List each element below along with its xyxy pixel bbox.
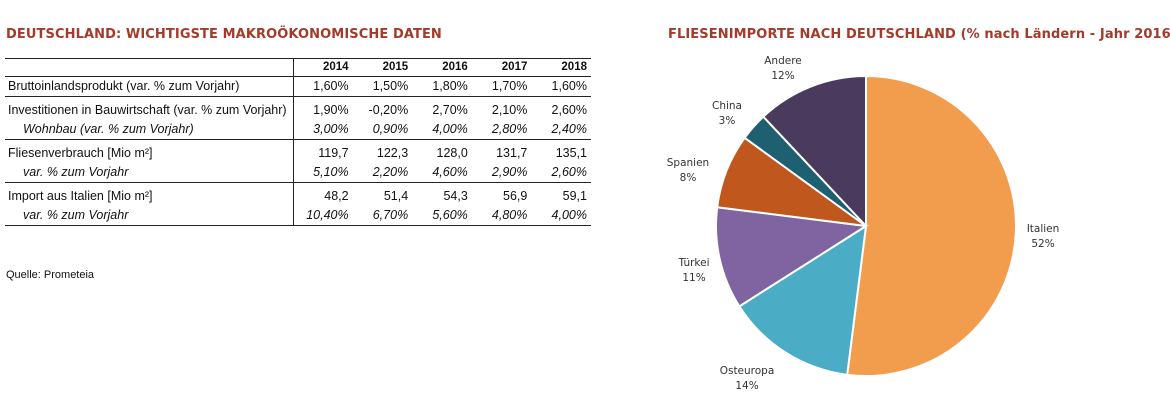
row-label: var. % zum Vorjahr — [5, 206, 294, 226]
year-header: 2015 — [352, 58, 413, 77]
row-label: Import aus Italien [Mio m²] — [5, 182, 294, 206]
row-value: 54,3 — [443, 189, 468, 203]
slice-name-label: Türkei — [677, 257, 709, 269]
row-value: 1,60% — [531, 76, 591, 97]
slice-value-label: 14% — [735, 380, 758, 392]
slice-value-label: 8% — [680, 172, 697, 184]
table-row: Investitionen in Bauwirtschaft (var. % z… — [5, 96, 591, 120]
row-value: 51,4 — [383, 189, 409, 203]
row-value: 2,40% — [531, 120, 591, 140]
year-header: 2016 — [412, 58, 472, 77]
row-value: 4,00% — [531, 206, 591, 226]
row-value: 2,70% — [432, 103, 468, 117]
row-value: 135,1 — [555, 146, 587, 160]
slice-name-label: Osteuropa — [720, 365, 775, 377]
table-header-row: 2014 2015 2016 2017 2018 — [5, 58, 591, 77]
pie-slice-türkei — [714, 206, 869, 308]
table-row: var. % zum Vorjahr 5,10% 2,20% 4,60% 2,90% 2,… — [5, 163, 591, 183]
row-label: Bruttoinlandsprodukt (var. % zum Vorjahr… — [5, 76, 294, 97]
row-value: 122,3 — [376, 146, 409, 160]
row-value: 48,2 — [324, 189, 349, 203]
pie-slice-osteuropa — [737, 224, 868, 376]
row-value: 1,80% — [412, 76, 472, 97]
row-value: 59,1 — [562, 189, 587, 203]
row-value: 131,7 — [496, 146, 528, 160]
pie-slice-andere — [761, 74, 867, 229]
row-value: 6,70% — [352, 206, 413, 226]
row-value: 56,9 — [503, 189, 528, 203]
table-row: var. % zum Vorjahr 10,40% 6,70% 5,60% 4,80% 4… — [5, 206, 591, 226]
source-note: Quelle: Prometeia — [6, 269, 95, 281]
slice-value-label: 52% — [1031, 238, 1054, 250]
slice-name-label: Italien — [1027, 223, 1060, 235]
row-value: 2,90% — [471, 163, 532, 183]
row-value: 2,60% — [551, 103, 587, 117]
slice-value-label: 11% — [682, 272, 705, 284]
table-row: Wohnbau (var. % zum Vorjahr) 3,00% 0,90% 4,… — [5, 120, 591, 140]
row-value: 0,90% — [352, 120, 413, 140]
row-label: Fliesenverbrauch [Mio m²] — [5, 139, 294, 163]
row-value: 5,60% — [412, 206, 472, 226]
row-label: Investitionen in Bauwirtschaft (var. % z… — [5, 96, 294, 120]
year-header: 2018 — [531, 58, 591, 77]
slice-name-label: China — [712, 100, 742, 112]
row-value: 4,60% — [412, 163, 472, 183]
chart-title: FLIESENIMPORTE NACH DEUTSCHLAND (% nach … — [668, 27, 1170, 42]
row-value: 2,60% — [531, 163, 591, 183]
row-value: 128,0 — [436, 146, 468, 160]
table-row: Fliesenverbrauch [Mio m²] 119,7 122,3 128,0… — [5, 139, 591, 163]
table-row: Import aus Italien [Mio m²] 48,2 51,4 54,3 5… — [5, 182, 591, 206]
year-header: 2014 — [293, 58, 353, 77]
row-label: var. % zum Vorjahr — [5, 163, 294, 183]
slice-name-label: Andere — [764, 55, 802, 67]
year-header: 2017 — [471, 58, 532, 77]
pie-slice-italien — [846, 74, 1017, 377]
row-value: 1,90% — [313, 103, 349, 117]
row-value: 10,40% — [293, 206, 353, 226]
row-value: 1,50% — [352, 76, 413, 97]
slice-name-label: Spanien — [667, 157, 709, 169]
row-value: 1,70% — [471, 76, 532, 97]
row-value: 119,7 — [318, 146, 349, 160]
row-value: 3,00% — [293, 120, 353, 140]
row-value: 4,00% — [412, 120, 472, 140]
row-value: 4,80% — [471, 206, 532, 226]
row-label: Wohnbau (var. % zum Vorjahr) — [5, 120, 294, 140]
table-row: Bruttoinlandsprodukt (var. % zum Vorjahr… — [5, 76, 591, 97]
macro-data-table: 2014 2015 2016 2017 2018 Bruttoinlandspr… — [5, 58, 591, 226]
table-title: DEUTSCHLAND: WICHTIGSTE MAKROÖKONOMISCHE… — [6, 27, 442, 42]
header-label-cell — [5, 58, 294, 77]
row-value: 1,60% — [293, 76, 353, 97]
row-value: 5,10% — [293, 163, 353, 183]
slice-value-label: 12% — [771, 70, 794, 82]
row-value: 2,80% — [471, 120, 532, 140]
slice-value-label: 3% — [719, 115, 736, 127]
row-value: 2,10% — [491, 103, 528, 117]
row-value: -0,20% — [368, 103, 409, 117]
row-value: 2,20% — [352, 163, 413, 183]
